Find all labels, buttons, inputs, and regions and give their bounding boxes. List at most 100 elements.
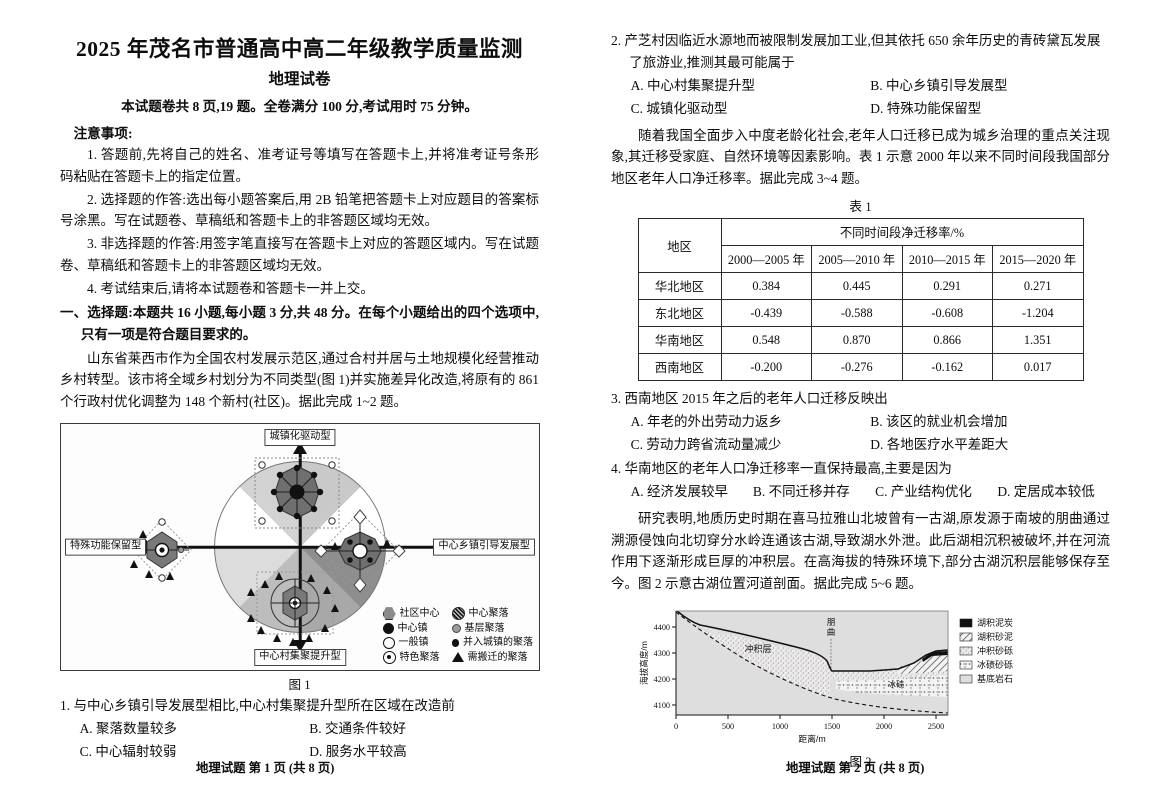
page-column-left: 2025 年茂名市普通高中高二年级教学质量监测 地理试卷 本试题卷共 8 页,1… [0, 0, 577, 800]
table-cell-value: -0.200 [720, 353, 812, 382]
option-a[interactable]: A. 年老的外出劳动力返乡 [630, 414, 783, 430]
legend-label: 社区中心 [399, 608, 440, 620]
figure-1-label-bottom: 中心村集聚提升型 [254, 649, 346, 667]
option-d[interactable]: D. 服务水平较高 [309, 743, 407, 759]
svg-text:1500: 1500 [823, 722, 839, 731]
legend-label: 中心聚落 [468, 608, 509, 620]
figure-1-label-top: 城镇化驱动型 [264, 429, 336, 446]
svg-text:1000: 1000 [771, 722, 787, 731]
figure-1-cluster-town-led [314, 509, 406, 593]
table-cell-region: 华北地区 [637, 272, 722, 301]
legend-item: 中心镇 [382, 622, 440, 636]
table-row: 华南地区 0.548 0.870 0.866 1.351 [637, 326, 1084, 355]
table-1-group-header: 不同时间段净迁移率/% [720, 218, 1084, 247]
table-cell-value: -1.204 [992, 299, 1084, 328]
figure-1-canvas: 城镇化驱动型 中心村集聚提升型 特殊功能保留型 中心乡镇引导发展型 社区中心 中… [60, 423, 540, 672]
svg-text:500: 500 [721, 722, 733, 731]
option-a[interactable]: A. 中心村集聚提升型 [630, 77, 756, 93]
table-cell-value: -0.439 [720, 299, 812, 328]
table-cell-value: 0.384 [720, 272, 812, 301]
table-1-col-header: 2015—2020 年 [992, 245, 1084, 274]
figure-1-label-left: 特殊功能保留型 [65, 538, 147, 556]
legend-item: 中心聚落 [451, 607, 534, 621]
table-cell-value: 0.548 [720, 326, 812, 355]
svg-text:2000: 2000 [875, 722, 891, 731]
option-b[interactable]: B. 交通条件较好 [309, 721, 407, 737]
central-town-icon [382, 622, 394, 634]
passage-1: 山东省莱西市作为全国农村发展示范区,通过合村并居与土地规模化经营推动乡村转型。该… [60, 350, 539, 410]
option-b[interactable]: B. 中心乡镇引导发展型 [870, 77, 1008, 93]
alluvial-gravel-swatch-icon [959, 646, 972, 656]
legend-label: 并入城镇的聚落 [463, 637, 533, 649]
arrow-down-icon [293, 640, 307, 653]
question-3-options: A. 年老的外出劳动力返乡 B. 该区的就业机会增加 [611, 411, 1110, 434]
passage-2: 随着我国全面步入中度老龄化社会,老年人口迁移已成为城乡治理的重点关注现象,其迁移… [611, 127, 1110, 187]
table-cell-value: 1.351 [992, 326, 1084, 355]
table-row: 西南地区 -0.200 -0.276 -0.162 0.017 [637, 353, 1084, 382]
table-cell-value: 0.291 [901, 272, 993, 301]
figure-1-horizontal-axis [143, 545, 457, 549]
legend-item: 并入城镇的聚落 [451, 636, 533, 650]
question-2-options-2: C. 城镇化驱动型 D. 特殊功能保留型 [611, 98, 1110, 121]
option-a[interactable]: A. 经济发展较早 [630, 483, 729, 499]
figure-2-caption: 图 2 [849, 755, 872, 770]
svg-text:4400: 4400 [653, 623, 669, 632]
question-2-options: A. 中心村集聚提升型 B. 中心乡镇引导发展型 [611, 75, 1110, 98]
svg-text:0: 0 [673, 722, 677, 731]
table-cell-value: 0.445 [811, 272, 903, 301]
page-subtitle: 地理试卷 [268, 70, 331, 88]
svg-text:4200: 4200 [653, 675, 669, 684]
till-gravel-swatch-icon [959, 660, 972, 670]
lacustrine-mud-swatch-icon [959, 632, 972, 642]
question-3-stem: 3. 西南地区 2015 年之后的老年人口迁移反映出 [611, 391, 888, 407]
community-center-icon [382, 607, 396, 621]
figure-2-y-axis-label: 海拔高度/m [638, 641, 649, 685]
peat-swatch-icon [959, 618, 972, 628]
table-cell-value: 0.866 [901, 326, 993, 355]
merged-settlement-icon [451, 639, 459, 647]
legend-label-till-gravel: 冰碛砂砾 [977, 659, 1013, 670]
question-4-options: A. 经济发展较早 B. 不同迁移并存 C. 产业结构优化 D. 定居成本较低 [611, 481, 1110, 504]
table-cell-region: 东北地区 [637, 299, 722, 328]
legend-item: 社区中心 [382, 607, 440, 621]
option-b[interactable]: B. 该区的就业机会增加 [870, 414, 1008, 430]
figure-2-legend: 湖积泥炭 湖积砂泥 冲积砂砾 冰碛砂砾 基底岩石 [959, 617, 1013, 684]
question-1-stem: 1. 与中心乡镇引导发展型相比,中心村集聚提升型所在区域在改造前 [60, 698, 455, 714]
option-b[interactable]: B. 不同迁移并存 [752, 483, 850, 499]
option-c[interactable]: C. 城镇化驱动型 [630, 100, 728, 116]
table-cell-value: 0.017 [992, 353, 1084, 382]
table-cell-region: 西南地区 [637, 353, 722, 382]
legend-item: 一般镇 [382, 636, 440, 650]
figure-2: 4400 4300 4200 4100 海拔高度/m [611, 605, 1110, 770]
notice-heading: 注意事项: [73, 125, 133, 141]
featured-settlement-icon [382, 650, 396, 664]
central-settlement-icon [451, 607, 465, 621]
table-cell-region: 华南地区 [637, 326, 722, 355]
notice-item-4: 4. 考试结束后,请将本试题卷和答题卡一并上交。 [87, 281, 374, 297]
option-c[interactable]: C. 产业结构优化 [875, 483, 972, 499]
table-row: 华北地区 0.384 0.445 0.291 0.271 [637, 272, 1084, 301]
legend-label: 中心镇 [397, 622, 428, 634]
option-a[interactable]: A. 聚落数量较多 [79, 721, 178, 737]
table-cell-value: -0.162 [901, 353, 993, 382]
passage-3: 研究表明,地质历史时期在喜马拉雅山北坡曾有一古湖,原发源于南坡的朋曲通过溯源侵蚀… [611, 510, 1110, 592]
figure-2-river-label: 朋 [826, 617, 835, 627]
legend-item: 需搬迁的聚落 [451, 651, 534, 665]
legend-label-alluvial-gravel: 冲积砂砾 [977, 645, 1013, 656]
figure-2-alluvium-label: 冲积层 [744, 643, 771, 654]
option-d[interactable]: D. 特殊功能保留型 [870, 100, 982, 116]
option-c[interactable]: C. 中心辐射较弱 [79, 743, 177, 759]
question-2-stem: 2. 产芝村因临近水源地而被限制发展加工业,但其依托 650 余年历史的青砖黛瓦… [611, 33, 1101, 70]
legend-label: 一般镇 [398, 637, 429, 649]
svg-text:2500: 2500 [927, 722, 943, 731]
svg-text:4100: 4100 [653, 701, 669, 710]
figure-1: 城镇化驱动型 中心村集聚提升型 特殊功能保留型 中心乡镇引导发展型 社区中心 中… [60, 423, 540, 693]
option-d[interactable]: D. 各地医疗水平差距大 [870, 436, 1009, 452]
question-1-options: A. 聚落数量较多 B. 交通条件较好 [60, 718, 539, 741]
table-1: 地区 不同时间段净迁移率/% 2000—2005 年 2005—2010 年 2… [637, 218, 1084, 382]
table-cell-value: -0.608 [901, 299, 993, 328]
section-one-heading: 一、选择题:本题共 16 小题,每小题 3 分,共 48 分。在每个小题给出的四… [60, 304, 539, 342]
option-c[interactable]: C. 劳动力跨省流动量减少 [630, 436, 782, 452]
footer-left: 地理试题 第 1 页 (共 8 页) [196, 761, 335, 775]
option-d[interactable]: D. 定居成本较低 [997, 483, 1095, 499]
